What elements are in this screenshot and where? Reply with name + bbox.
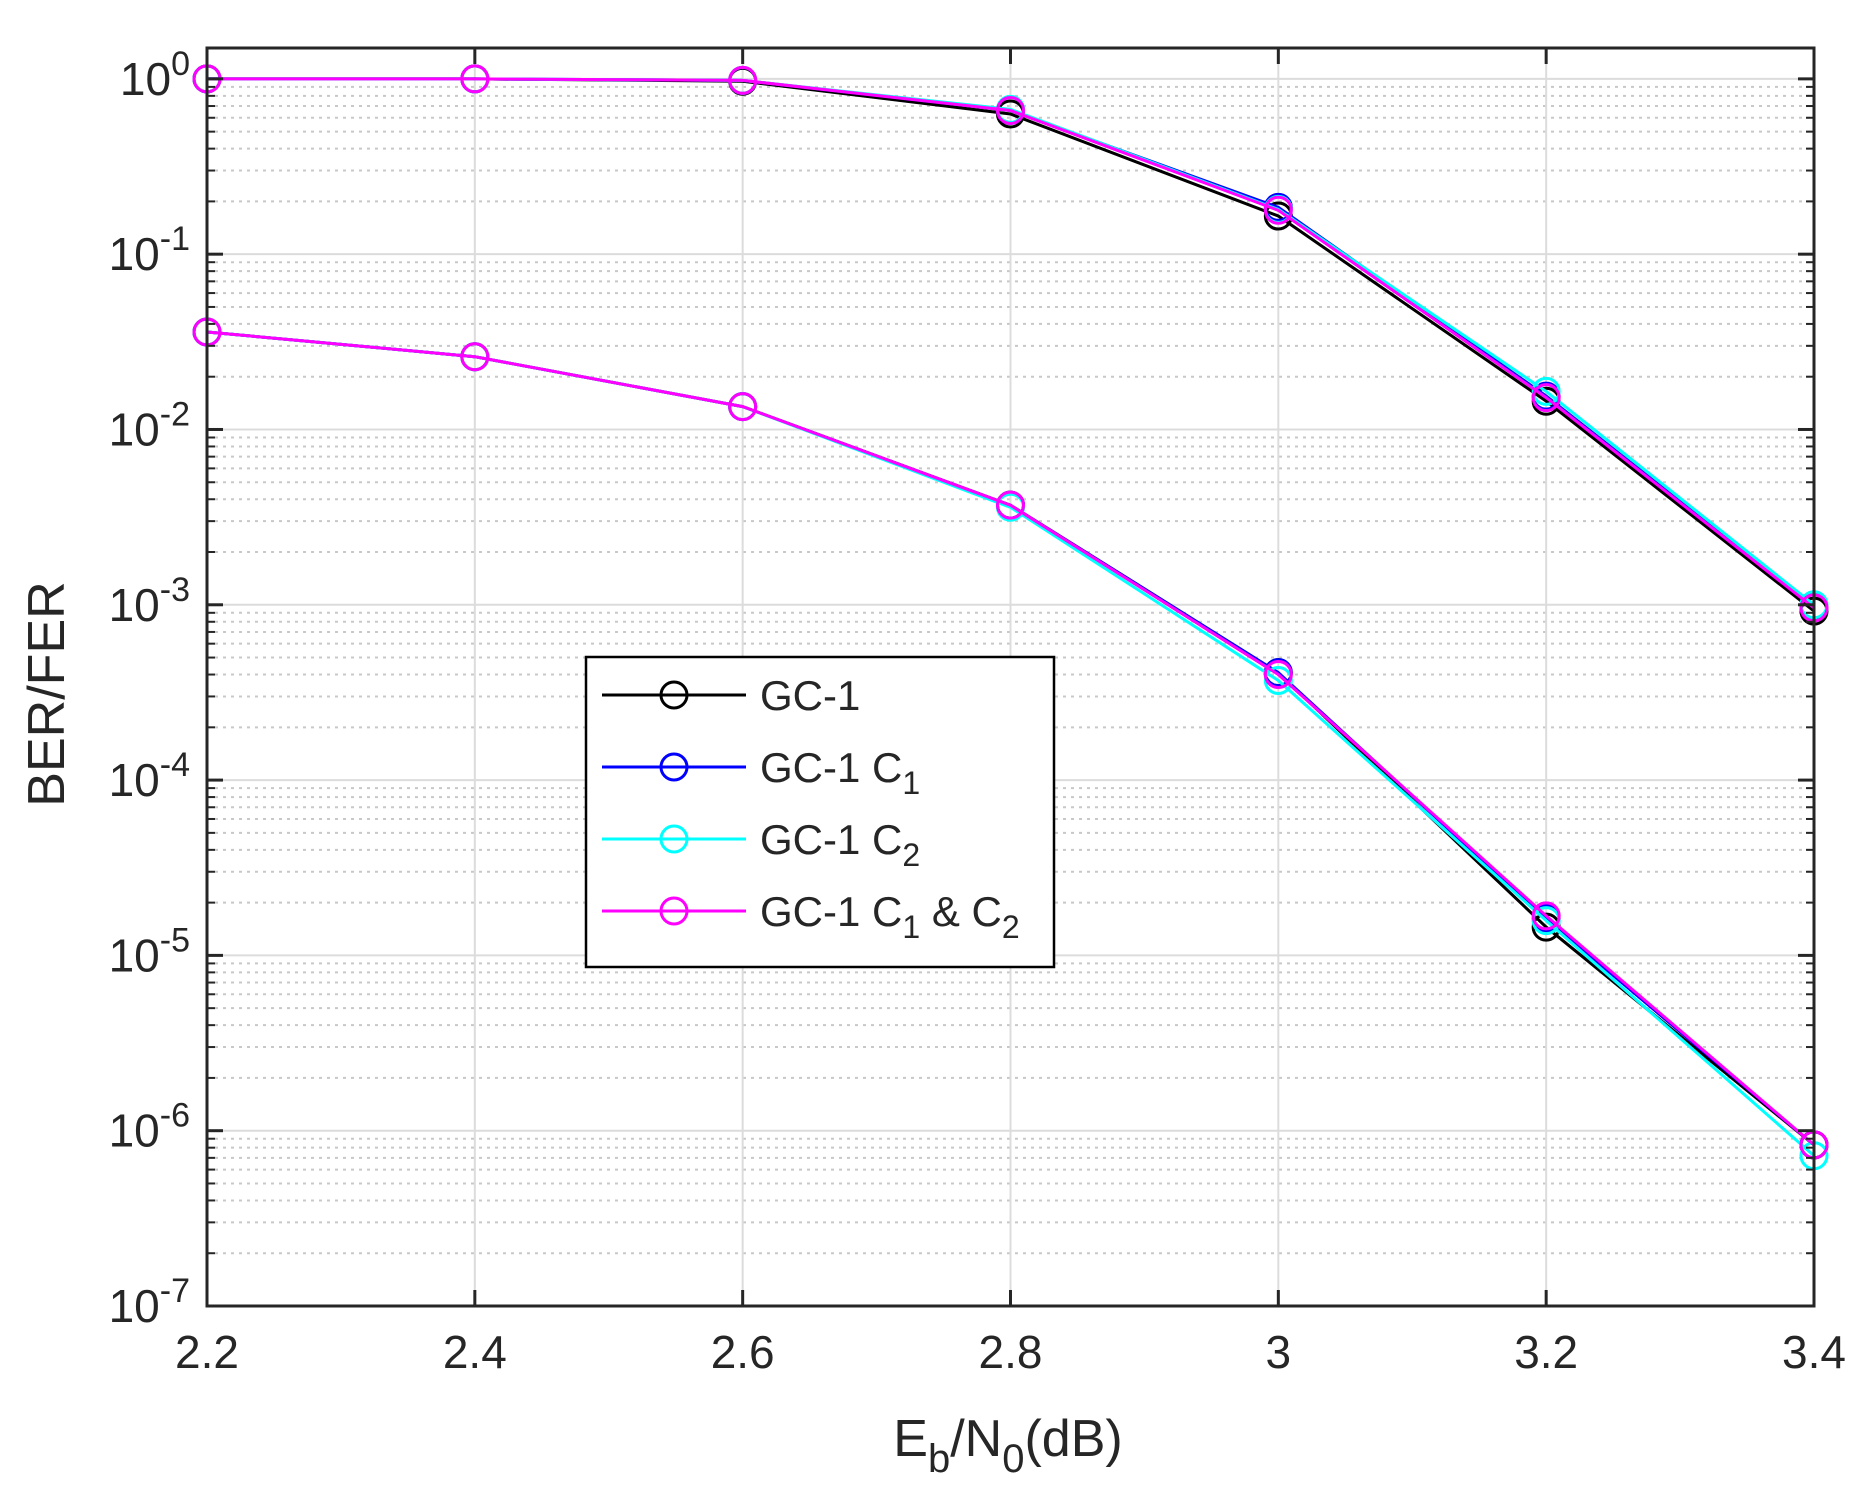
- legend: GC-1 GC-1 C1 GC-1 C2 GC-1 C1 & C2: [584, 655, 1056, 969]
- y-tick-label: 10-3: [109, 571, 190, 631]
- data-point-marker: [1531, 901, 1561, 931]
- series-fer-3: [192, 64, 1829, 623]
- legend-entry: GC-1 C1: [602, 744, 920, 801]
- legend-entry: GC-1 C1 & C2: [602, 888, 1020, 945]
- y-tick-label: 10-2: [109, 395, 190, 455]
- x-tick-label: 2.6: [711, 1326, 775, 1378]
- data-point-marker: [1263, 195, 1293, 225]
- legend-box: [584, 655, 1056, 969]
- y-tick-label: 10-5: [109, 921, 190, 981]
- data-point-marker: [728, 65, 758, 95]
- x-tick-label: 3.2: [1514, 1326, 1578, 1378]
- data-point-marker: [460, 342, 490, 372]
- data-point-marker: [1531, 383, 1561, 413]
- data-point-marker: [996, 96, 1025, 126]
- x-tick-labels: 2.2 2.4 2.6 2.8 3 3.2 3.4: [175, 1326, 1846, 1378]
- legend-entry: GC-1 C2: [602, 816, 920, 873]
- x-tick-label: 3.4: [1782, 1326, 1846, 1378]
- y-tick-label: 10-4: [109, 746, 190, 806]
- legend-marker: [659, 680, 689, 710]
- x-tick-label: 3: [1266, 1326, 1292, 1378]
- legend-marker: [659, 752, 689, 782]
- y-tick-label: 100: [120, 45, 190, 105]
- series-line: [207, 77, 1815, 610]
- x-tick-label: 2.2: [175, 1326, 239, 1378]
- legend-marker: [659, 896, 689, 926]
- legend-entry: GC-1: [602, 672, 860, 719]
- legend-entries: GC-1 GC-1 C1 GC-1 C2 GC-1 C1 & C2: [602, 672, 1020, 945]
- series-line: [206, 330, 1815, 1147]
- data-point-marker: [1263, 660, 1293, 690]
- x-tick-label: 2.4: [443, 1326, 507, 1378]
- data-point-marker: [460, 64, 490, 94]
- legend-label: GC-1 C2: [760, 816, 920, 873]
- y-tick-label: 10-7: [109, 1272, 190, 1332]
- x-axis-label: Eb/N0(dB): [893, 1410, 1122, 1481]
- y-tick-label: 10-6: [109, 1097, 190, 1157]
- data-point-marker: [728, 392, 758, 422]
- data-point-marker: [996, 490, 1025, 520]
- y-tick-label: 10-1: [109, 220, 190, 280]
- legend-label: GC-1 C1 & C2: [760, 888, 1020, 945]
- legend-label: GC-1: [760, 672, 860, 719]
- legend-label: GC-1 C1: [760, 744, 920, 801]
- y-axis-label: BER/FER: [18, 581, 76, 806]
- axis-ticks: [205, 48, 1816, 1308]
- legend-marker: [659, 824, 689, 854]
- y-tick-labels: 100 10-1 10-2 10-3 10-4 10-5 10-6 10-7: [109, 45, 190, 1332]
- x-tick-label: 2.8: [979, 1326, 1043, 1378]
